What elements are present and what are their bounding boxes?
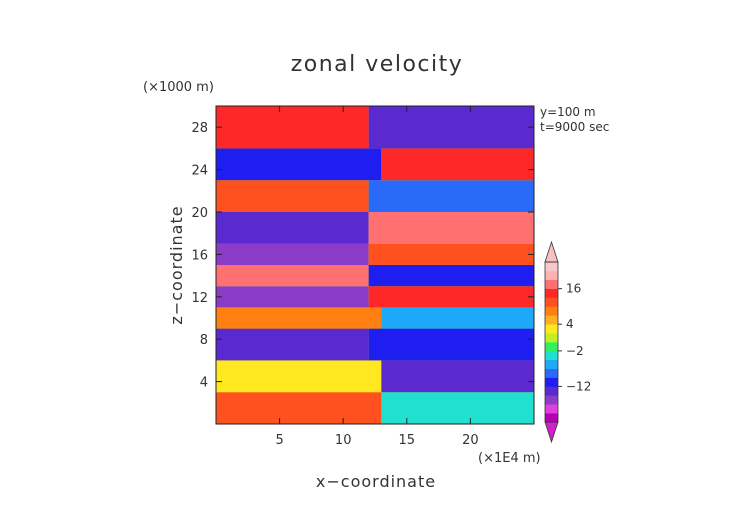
field-region — [368, 286, 534, 308]
y-tick-label: 4 — [200, 376, 208, 391]
colorbar-swatch — [545, 262, 558, 272]
colorbar-swatch — [545, 306, 558, 316]
x-axis-label: x−coordinate — [316, 472, 436, 491]
y-tick-label: 24 — [191, 164, 208, 179]
colorbar-label: 16 — [566, 282, 581, 296]
field-region — [216, 265, 369, 287]
field-region — [368, 328, 534, 361]
colorbar-swatch — [545, 324, 558, 334]
colorbar-swatch — [545, 342, 558, 352]
colorbar-swatch — [545, 288, 558, 298]
x-axis: 5 10 15 20 — [275, 106, 479, 448]
field-region — [381, 148, 534, 181]
x-tick-label: 5 — [275, 433, 283, 448]
colorbar-upper-arrow — [544, 240, 559, 263]
colorbar-label: −2 — [566, 344, 584, 358]
colorbar-swatch — [545, 333, 558, 343]
field-region — [216, 243, 369, 265]
colorbar-swatch — [545, 404, 558, 414]
y-tick-label: 28 — [191, 121, 208, 136]
field-region — [216, 307, 382, 329]
field-region — [368, 265, 534, 287]
field-region — [216, 286, 369, 308]
velocity-field — [216, 106, 534, 424]
y-tick-label: 8 — [200, 333, 208, 348]
colorbar-swatch — [545, 315, 558, 325]
field-region — [216, 212, 369, 244]
x-unit-label: (×1E4 m) — [478, 451, 541, 466]
colorbar-swatch — [545, 395, 558, 405]
colorbar-swatch — [545, 386, 558, 396]
field-region — [216, 360, 382, 393]
field-region — [216, 328, 369, 361]
field-region — [216, 148, 382, 181]
colorbar-swatch — [545, 413, 558, 423]
annotations: y=100 m t=9000 sec — [540, 105, 609, 134]
colorbar-label: −12 — [566, 379, 591, 393]
field-region — [216, 392, 382, 424]
colorbar-swatch — [545, 279, 558, 289]
y-tick-label: 20 — [191, 206, 208, 221]
colorbar-swatch — [545, 350, 558, 361]
y-axis: 4 8 12 16 20 24 28 — [191, 121, 534, 391]
colorbar-swatch — [545, 377, 558, 387]
colorbar-label: 4 — [566, 317, 574, 331]
y-tick-label: 16 — [191, 248, 208, 263]
field-region — [381, 392, 534, 424]
y-tick-label: 12 — [191, 291, 208, 306]
field-region — [216, 180, 369, 212]
x-tick-label: 20 — [462, 433, 479, 448]
colorbar-swatch — [545, 368, 558, 378]
y-axis-label: z−coordinate — [167, 205, 186, 324]
colorbar: 16 4 −2 −12 — [544, 240, 591, 444]
annotation-t: t=9000 sec — [540, 120, 609, 134]
field-region — [381, 360, 534, 393]
colorbar-lower-arrow — [544, 421, 559, 444]
colorbar-swatch — [545, 270, 558, 281]
annotation-y: y=100 m — [540, 105, 596, 119]
field-region — [368, 106, 534, 149]
field-region — [368, 212, 534, 244]
field-region — [381, 307, 534, 329]
field-region — [368, 243, 534, 265]
field-region — [368, 180, 534, 212]
chart-title: zonal velocity — [291, 52, 464, 77]
colorbar-swatch — [545, 359, 558, 369]
colorbar-swatch — [545, 297, 558, 307]
x-tick-label: 15 — [399, 433, 416, 448]
colorbar-frame — [544, 261, 559, 423]
y-unit-label: (×1000 m) — [143, 80, 214, 95]
x-tick-label: 10 — [335, 433, 352, 448]
field-region — [216, 106, 369, 149]
plot-frame — [215, 105, 535, 425]
